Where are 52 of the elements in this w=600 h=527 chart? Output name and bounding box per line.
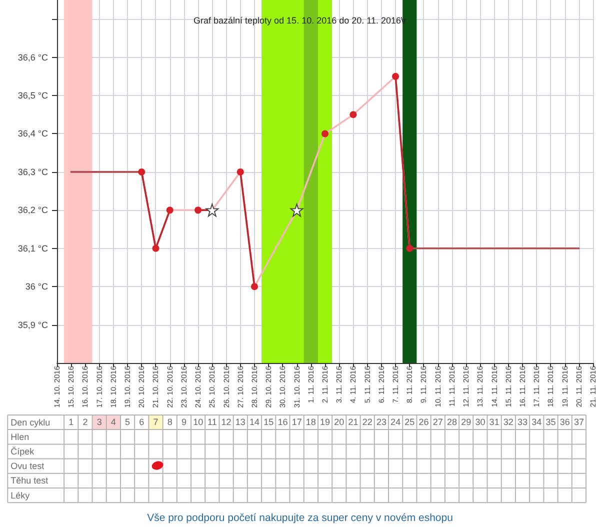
text: Čípek bbox=[10, 446, 35, 456]
x2-tick-label: 35 bbox=[546, 417, 556, 428]
x2-tick-label: 5 bbox=[125, 417, 130, 428]
x2-tick-label: 34 bbox=[532, 417, 542, 428]
x2-tick-label: 29 bbox=[461, 417, 472, 428]
y-tick-label: 36,2 °C bbox=[18, 205, 48, 216]
x2-tick-label: 25 bbox=[404, 417, 415, 428]
x2-tick-label: 24 bbox=[390, 417, 401, 428]
x2-tick-label: 26 bbox=[418, 417, 429, 428]
x2-tick-label: 37 bbox=[574, 417, 584, 428]
y-tick-label: 36,1 °C bbox=[18, 243, 48, 254]
text: Hlen bbox=[10, 432, 30, 442]
x2-tick-label: 8 bbox=[167, 417, 172, 428]
x2-tick-label: 30 bbox=[475, 417, 486, 428]
y-tick-label: 35,9 °C bbox=[18, 320, 48, 330]
x2-tick-label: 12 bbox=[221, 417, 232, 428]
x2-axis-title: Den cyklu bbox=[10, 417, 50, 428]
x2-tick-label: 33 bbox=[518, 417, 528, 428]
x2-tick-label: 2 bbox=[82, 417, 88, 428]
y-tick-label: 36,5 °C bbox=[18, 90, 48, 101]
x2-tick-label: 13 bbox=[235, 417, 246, 428]
x2-tick-label: 6 bbox=[139, 417, 144, 428]
x2-tick-label: 17 bbox=[292, 417, 302, 428]
text: Těhu test bbox=[10, 476, 49, 486]
text: Ovu test bbox=[10, 461, 45, 472]
y-tick-label: 36,3 °C bbox=[18, 166, 48, 177]
x2-tick-label: 21 bbox=[348, 417, 358, 428]
text: Vše pro podporu početí nakupujte za super ceny v novém eshopu bbox=[147, 512, 454, 524]
x2-tick-label: 27 bbox=[432, 417, 443, 428]
x2-tick-label: 14 bbox=[249, 417, 260, 428]
x2-tick-label: 20 bbox=[334, 417, 344, 428]
x2-tick-label: 1 bbox=[68, 417, 74, 428]
x2-tick-label: 10 bbox=[193, 417, 204, 428]
x2-tick-label: 4 bbox=[110, 417, 116, 428]
text: Léky bbox=[10, 490, 30, 500]
x2-tick-label: 19 bbox=[320, 417, 330, 428]
x2-tick-label: 11 bbox=[208, 417, 217, 428]
x2-tick-label: 3 bbox=[96, 417, 102, 428]
x2-tick-label: 23 bbox=[376, 417, 386, 428]
x2-tick-label: 18 bbox=[306, 417, 316, 428]
x2-tick-label: 32 bbox=[503, 417, 514, 428]
x2-tick-label: 36 bbox=[560, 417, 570, 428]
x2-tick-label: 22 bbox=[362, 417, 372, 428]
x2-tick-label: 15 bbox=[264, 417, 274, 428]
x2-tick-label: 7 bbox=[153, 417, 158, 428]
x2-tick-label: 9 bbox=[181, 417, 186, 428]
y-tick-label: 36,6 °C bbox=[18, 52, 48, 62]
x2-tick-label: 31 bbox=[489, 417, 500, 428]
x2-tick-label: 16 bbox=[278, 417, 288, 428]
y-tick-label: 36 °C bbox=[25, 282, 48, 292]
x2-tick-label: 28 bbox=[446, 417, 457, 428]
y-tick-label: 36,4 °C bbox=[18, 128, 48, 139]
